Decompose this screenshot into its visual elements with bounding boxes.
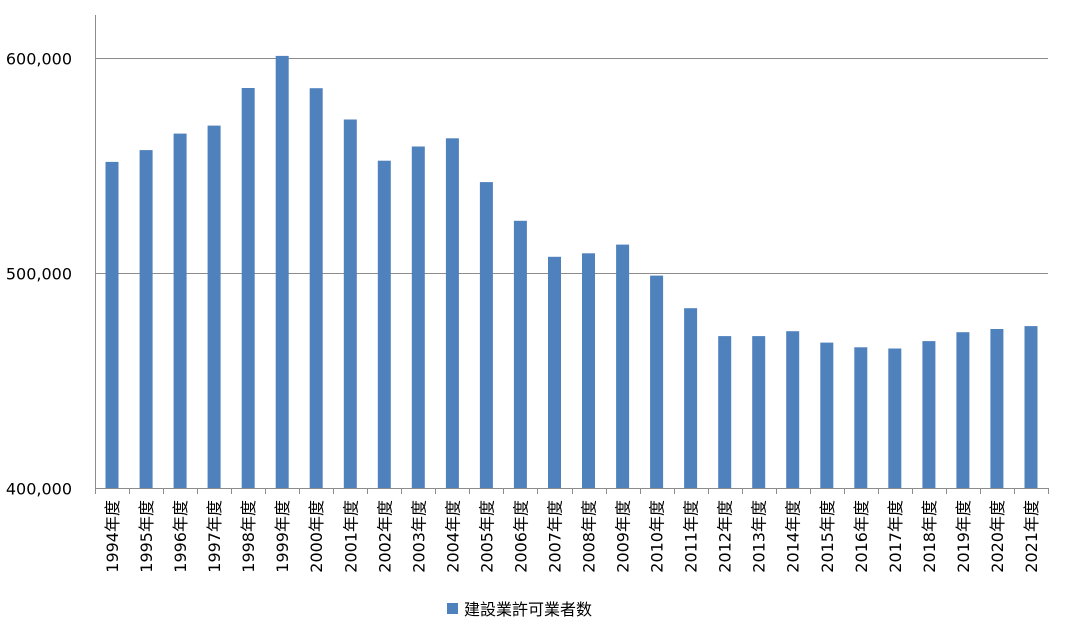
x-tick-label: 2006年度 <box>511 500 530 573</box>
bar <box>513 220 527 489</box>
x-tick-label: 1995年度 <box>137 500 156 573</box>
legend: 建設業許可業者数 <box>447 596 592 620</box>
x-tick-label: 1994年度 <box>103 500 122 573</box>
bar <box>343 119 357 488</box>
bar <box>582 253 595 488</box>
x-tick-label: 2001年度 <box>341 500 360 573</box>
x-tick-label: 2020年度 <box>988 500 1007 573</box>
bar <box>445 138 459 489</box>
axes <box>95 15 1049 494</box>
bar <box>888 348 902 488</box>
x-tick-label: 2007年度 <box>546 500 565 573</box>
x-tick-label: 2017年度 <box>886 500 905 573</box>
x-tick-label: 1997年度 <box>205 500 224 573</box>
y-tick-label: 600,000 <box>6 50 72 69</box>
bar <box>1024 326 1038 488</box>
x-tick-label: 2019年度 <box>954 500 973 573</box>
x-tick-label: 2018年度 <box>920 500 939 573</box>
bar <box>786 331 800 488</box>
x-tick-label: 2021年度 <box>1022 500 1041 573</box>
x-tick-label: 2010年度 <box>648 500 667 573</box>
legend-swatch <box>447 602 458 614</box>
x-tick-label: 2004年度 <box>443 500 462 573</box>
bar <box>479 182 493 488</box>
x-tick-label: 2014年度 <box>784 500 803 573</box>
x-tick-label: 2000年度 <box>307 500 326 573</box>
bar <box>650 275 664 488</box>
y-tick-labels: 400,000 500,000 600,000 <box>6 50 72 499</box>
x-tick-label: 2012年度 <box>716 500 735 573</box>
x-tick-label: 2009年度 <box>614 500 633 573</box>
bar <box>411 146 425 488</box>
bar <box>241 88 255 488</box>
x-tick-label: 2015年度 <box>818 500 837 573</box>
gridlines <box>95 58 1048 274</box>
bar <box>207 125 221 488</box>
x-tick-label: 2005年度 <box>477 500 496 573</box>
bar <box>173 133 187 488</box>
x-tick-label: 2011年度 <box>682 500 701 573</box>
x-tick-label: 2013年度 <box>750 500 769 573</box>
bar <box>377 160 391 488</box>
bar <box>752 336 766 488</box>
x-tick-label: 2002年度 <box>375 500 394 573</box>
bar <box>684 308 698 488</box>
x-tick-label: 1996年度 <box>171 500 190 573</box>
bar <box>718 336 732 488</box>
bar <box>616 244 630 488</box>
legend-label: 建設業許可業者数 <box>464 600 593 619</box>
x-tick-labels: 1994年度 1995年度 1996年度 1997年度 1998年度 1999年度 2000… <box>103 500 1041 573</box>
x-tick-label: 2016年度 <box>852 500 871 573</box>
x-tick-label: 1999年度 <box>273 500 292 573</box>
bar <box>990 329 1004 488</box>
x-tick-label: 2003年度 <box>409 500 428 573</box>
bar <box>548 256 561 488</box>
bar <box>922 341 936 488</box>
bar <box>956 332 970 488</box>
bar <box>275 55 289 489</box>
bar <box>820 342 834 488</box>
bars <box>105 55 1038 489</box>
bar <box>309 88 323 488</box>
x-tick-label: 2008年度 <box>580 500 599 573</box>
bar <box>105 161 119 488</box>
y-tick-label: 500,000 <box>6 265 72 284</box>
bar <box>139 150 153 488</box>
y-tick-label: 400,000 <box>6 480 72 499</box>
x-tick-label: 1998年度 <box>239 500 258 573</box>
bar <box>854 347 868 488</box>
